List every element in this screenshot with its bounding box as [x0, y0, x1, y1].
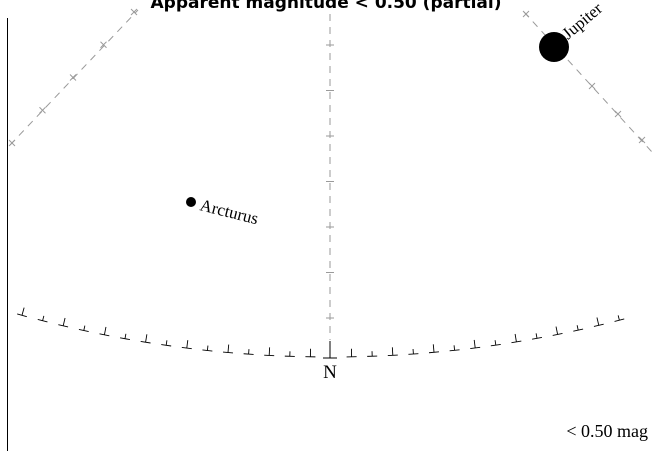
horizon-layer [17, 307, 625, 359]
horizon-tick [181, 340, 192, 350]
horizon-tick-stem [535, 333, 538, 339]
horizon-tick-stem [21, 307, 25, 316]
horizon-tick-stem [617, 315, 620, 321]
horizon-tick [140, 334, 151, 344]
horizon-tick [346, 348, 357, 358]
horizon-tick-stem [514, 333, 517, 342]
horizon-tick [99, 326, 110, 337]
horizon-tick [202, 345, 213, 352]
object-arcturus[interactable]: Arcturus [186, 195, 260, 228]
horizon-tick [573, 325, 584, 332]
horizon-tick [593, 317, 604, 327]
left-diagonal-cross [69, 74, 77, 81]
horizon-tick [428, 344, 440, 354]
horizon-tick-stem [227, 344, 230, 353]
left-diagonal-cross [39, 106, 46, 114]
horizon-tick-stem [206, 345, 209, 351]
horizon-tick [305, 348, 316, 358]
horizon-tick [264, 347, 275, 357]
horizon-tick-stem [576, 325, 579, 331]
horizon-tick-stem [555, 326, 559, 335]
grid-layer [8, 8, 652, 340]
horizon-tick-stem [596, 317, 600, 326]
right-diagonal-cross [614, 110, 622, 118]
horizon-tick-stem [186, 340, 189, 349]
horizon-tick [78, 325, 89, 333]
horizon-tick-stem [494, 340, 497, 346]
horizon-tick [470, 339, 481, 349]
horizon-tick [37, 315, 48, 323]
horizon-tick-stem [42, 315, 45, 321]
horizon-tick-stem [124, 333, 127, 339]
magnitude-limit-label: < 0.50 mag [566, 421, 648, 441]
horizon-tick [17, 307, 27, 318]
right-diagonal-cross [638, 136, 646, 144]
horizon-tick [552, 326, 563, 336]
right-diagonal-cross [522, 10, 530, 18]
horizon-tick-stem [62, 317, 66, 326]
arcturus-label: Arcturus [198, 195, 260, 228]
horizon-tick [243, 349, 254, 355]
right-diagonal-line [523, 11, 652, 153]
horizon-tick [511, 333, 522, 344]
horizon-tick [532, 333, 542, 340]
left-diagonal-line [9, 9, 139, 146]
left-diagonal-cross [100, 41, 107, 49]
horizon-tick [119, 333, 131, 341]
left-diagonal-cross [8, 139, 16, 147]
horizon-tick [367, 351, 378, 357]
arcturus-marker [186, 197, 196, 207]
horizon-tick-base [470, 346, 481, 349]
right-diagonal-cross [588, 82, 596, 90]
object-jupiter[interactable]: Jupiter [539, 0, 606, 62]
horizon-tick [408, 348, 419, 355]
horizon-tick-stem [432, 344, 435, 353]
horizon-tick [58, 317, 69, 328]
horizon-tick-stem [165, 340, 168, 346]
jupiter-marker [539, 32, 569, 62]
horizon-tick [222, 344, 234, 354]
left-diagonal-cross [130, 8, 138, 16]
horizon-tick-stem [83, 325, 86, 331]
horizon-tick [284, 351, 295, 357]
chart-title: Apparent magnitude < 0.50 (partial) [151, 0, 502, 13]
jupiter-label: Jupiter [558, 0, 606, 43]
horizon-tick [161, 340, 172, 347]
horizon-tick [449, 345, 460, 352]
horizon-tick [490, 340, 501, 347]
horizon-tick [387, 347, 398, 357]
horizon-tick-stem [473, 339, 476, 348]
horizon-tick-stem [145, 334, 148, 343]
horizon-tick-stem [453, 345, 456, 351]
north-label: N [323, 362, 337, 383]
horizon-tick [614, 315, 625, 322]
horizon-tick-stem [103, 326, 107, 335]
